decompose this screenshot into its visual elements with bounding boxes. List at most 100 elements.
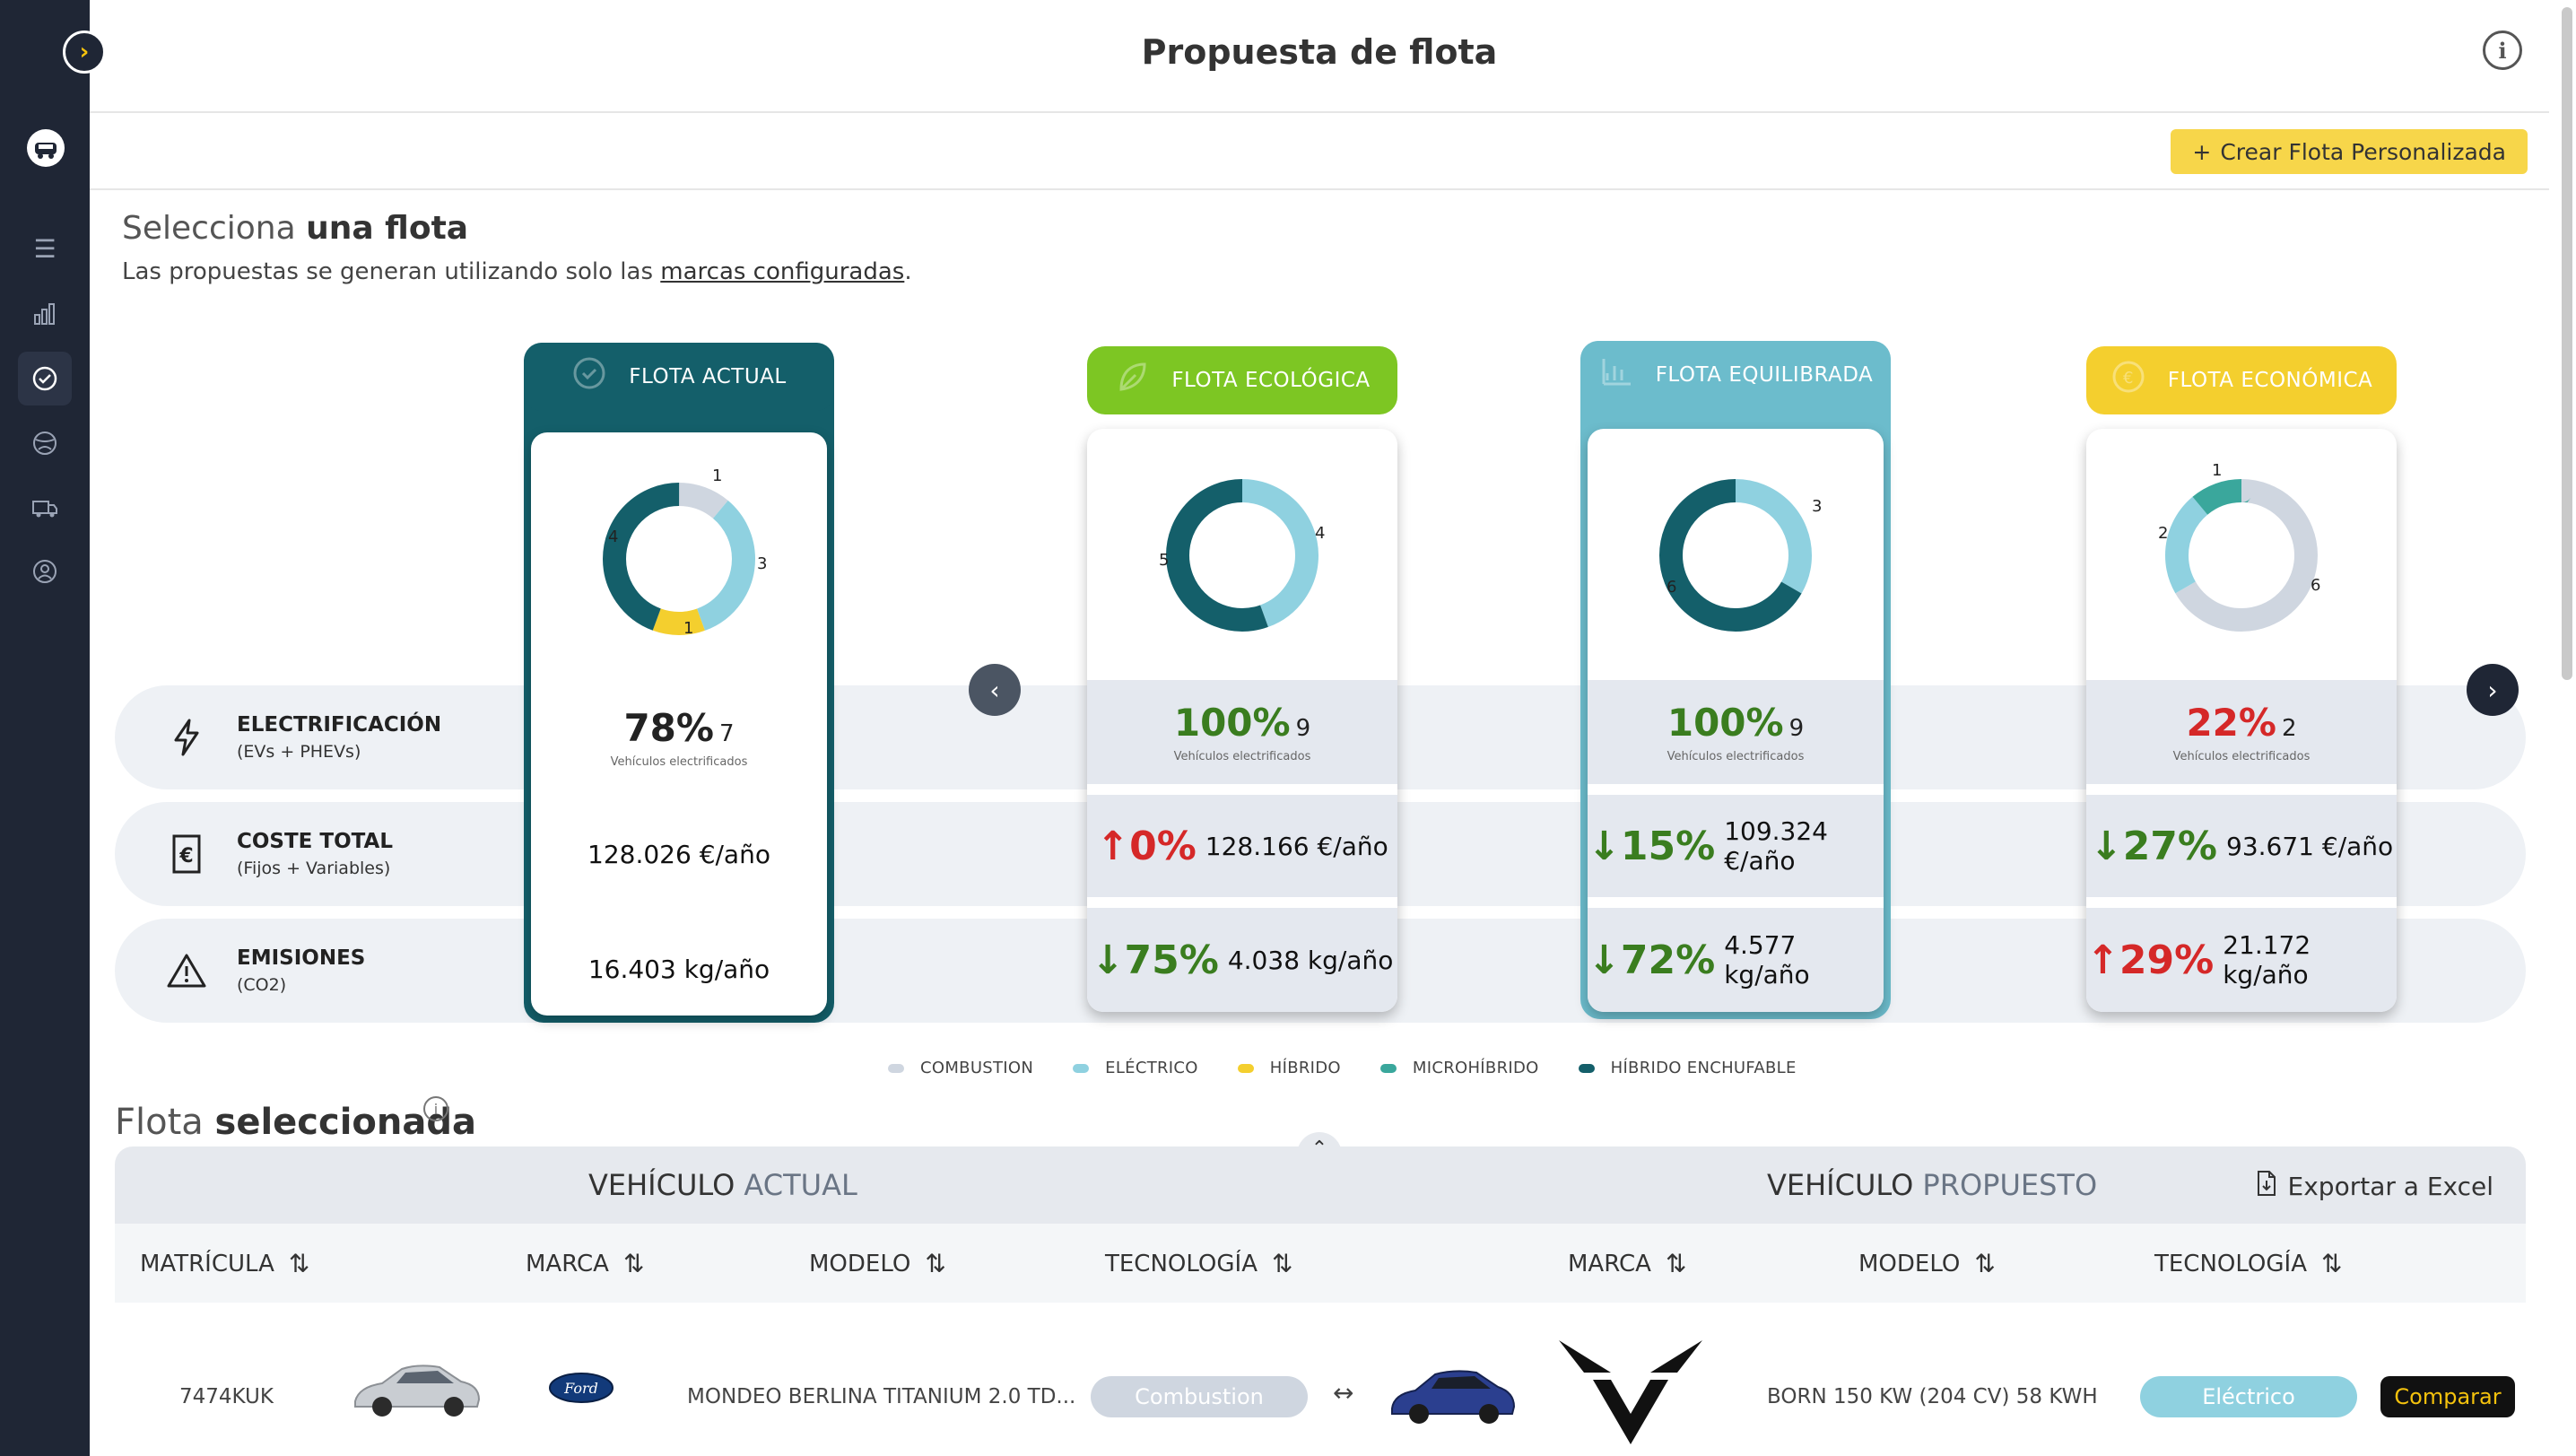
collapse-button[interactable]: ⌃: [1297, 1132, 1342, 1164]
sort-icon[interactable]: ⇅: [1665, 1249, 1687, 1278]
column-brand[interactable]: MARCA ⇅: [526, 1249, 644, 1278]
card-header: € FLOTA ECONÓMICA: [2086, 346, 2397, 414]
info-icon[interactable]: i: [423, 1096, 448, 1121]
emissions-change: ↓75%: [1092, 937, 1219, 983]
car-image-current: [346, 1355, 484, 1428]
card-header: FLOTA ECOLÓGICA: [1087, 346, 1397, 414]
cost-sub: (Fijos + Variables): [237, 859, 391, 878]
legend-label: ELÉCTRICO: [1105, 1059, 1198, 1077]
metric-label-cost: € COSTE TOTAL (Fijos + Variables): [115, 802, 527, 906]
chevron-right-icon: ›: [2487, 675, 2498, 705]
column-model[interactable]: MODELO ⇅: [809, 1249, 946, 1278]
cost-change: ↓27%: [2090, 824, 2217, 869]
column-label: MARCA: [1568, 1250, 1651, 1277]
legend-item: MICROHÍBRIDO: [1379, 1059, 1539, 1077]
arrow-up-icon: ↑: [2086, 937, 2119, 983]
fleet-card-actual[interactable]: FLOTA ACTUAL 1 3 1 4 78% 7 Veh: [524, 343, 834, 1023]
compare-button[interactable]: Comparar: [2380, 1376, 2515, 1417]
arrow-up-icon: ↑: [1096, 823, 1130, 869]
card-title: FLOTA ECONÓMICA: [2167, 369, 2373, 392]
list-icon[interactable]: ☰: [33, 233, 57, 264]
column-technology[interactable]: TECNOLOGÍA ⇅: [1105, 1249, 1292, 1278]
scrollbar[interactable]: [2562, 7, 2572, 680]
cost-change: ↓15%: [1588, 824, 1715, 869]
emissions-value: 21.172 kg/año: [2223, 930, 2311, 990]
cupra-logo: [1557, 1337, 1704, 1453]
current-header-light: VEHÍCULO: [588, 1168, 735, 1202]
donut-chart: 1 6 2: [2086, 429, 2397, 682]
subtitle-text: Las propuestas se generan utilizando sol…: [122, 258, 653, 285]
metric-label-emissions: EMISIONES (CO2): [115, 919, 527, 1023]
emissions-change: ↓72%: [1588, 937, 1715, 983]
elec-sub: Vehículos electrificados: [1667, 750, 1805, 763]
carousel-prev-button[interactable]: ‹: [969, 664, 1021, 716]
cost-label: COSTE TOTAL: [237, 830, 394, 853]
donut-label: 1: [712, 466, 723, 485]
column-new-model[interactable]: MODELO ⇅: [1858, 1249, 1996, 1278]
export-excel-button[interactable]: Exportar a Excel: [2256, 1170, 2493, 1203]
fleet-card-economica[interactable]: € FLOTA ECONÓMICA 1 6 2 22% 2 Vehículo: [2086, 346, 2397, 1014]
cost-pct: 0%: [1129, 823, 1197, 869]
bar-chart-icon[interactable]: [18, 287, 72, 341]
lightning-icon: [151, 718, 222, 757]
legend-label: MICROHÍBRIDO: [1412, 1059, 1539, 1077]
card-electrification: 100% 9 Vehículos electrificados: [1087, 680, 1397, 784]
arrow-down-icon: ↓: [1588, 823, 1621, 869]
elec-sub: Vehículos electrificados: [2172, 750, 2311, 763]
action-bar: + Crear Flota Personalizada: [90, 113, 2549, 190]
column-plate[interactable]: MATRÍCULA ⇅: [140, 1249, 309, 1278]
sidebar-toggle-button[interactable]: ›: [63, 31, 106, 74]
cost-value: 128.166 €/año: [1205, 831, 1388, 861]
brands-config-link[interactable]: marcas configuradas: [660, 258, 905, 285]
card-body: 4 5 100% 9 Vehículos electrificados ↑0% 12…: [1087, 429, 1397, 1012]
user-circle-icon[interactable]: [18, 545, 72, 598]
legend-label: COMBUSTION: [920, 1059, 1034, 1077]
cost-value: 93.671 €/año: [2226, 831, 2394, 861]
sort-icon[interactable]: ⇅: [622, 1249, 645, 1278]
truck-icon[interactable]: [18, 481, 72, 535]
donut-label: 1: [683, 619, 694, 638]
create-fleet-button[interactable]: + Crear Flota Personalizada: [2171, 129, 2528, 174]
column-label: MODELO: [809, 1250, 911, 1277]
donut-label: 2: [2158, 524, 2169, 543]
cost-value: 128.026 €/año: [587, 839, 770, 869]
info-button[interactable]: i: [2483, 31, 2522, 70]
table-row[interactable]: 7474KUK Ford MONDEO BERLINA TITANIUM 2.0…: [115, 1303, 2526, 1456]
card-emissions: ↓72% 4.577 kg/año: [1588, 908, 1884, 1012]
chevron-up-icon: ⌃: [1310, 1137, 1328, 1160]
bar-chart-icon: [1598, 353, 1634, 397]
new-model-cell: BORN 150 KW (204 CV) 58 KWH: [1767, 1385, 2098, 1408]
page-title: Propuesta de flota: [1141, 32, 1498, 72]
fleet-card-eco[interactable]: FLOTA ECOLÓGICA 4 5 100% 9 Vehículos elec…: [1087, 346, 1397, 1014]
sort-icon[interactable]: ⇅: [2321, 1249, 2343, 1278]
globe-icon[interactable]: [18, 416, 72, 470]
donut-label: 6: [2311, 576, 2321, 595]
sort-icon[interactable]: ⇅: [1974, 1249, 1996, 1278]
new-technology-badge: Eléctrico: [2140, 1376, 2357, 1417]
section-subtitle: Las propuestas se generan utilizando sol…: [122, 258, 912, 285]
donut-label: 4: [608, 527, 619, 546]
selected-fleet-title: Flota seleccionada: [115, 1102, 476, 1143]
plate-cell: 7474KUK: [179, 1385, 274, 1408]
swap-icon: ↔: [1333, 1378, 1354, 1408]
sort-icon[interactable]: ⇅: [1272, 1249, 1293, 1278]
column-new-brand[interactable]: MARCA ⇅: [1568, 1249, 1686, 1278]
donut-label: 4: [1315, 524, 1326, 543]
sort-icon[interactable]: ⇅: [288, 1249, 310, 1278]
fleet-card-equilibrada[interactable]: FLOTA EQUILIBRADA 3 6 100% 9 Vehículos el…: [1580, 341, 1891, 1019]
carousel-next-button[interactable]: ›: [2467, 664, 2519, 716]
model-cell: MONDEO BERLINA TITANIUM 2.0 TD...: [687, 1385, 1076, 1408]
subtitle-period: .: [904, 258, 912, 285]
column-new-technology[interactable]: TECNOLOGÍA ⇅: [2154, 1249, 2342, 1278]
sort-icon[interactable]: ⇅: [925, 1249, 946, 1278]
check-circle-icon[interactable]: [18, 352, 72, 405]
elec-pct: 78%: [623, 706, 714, 750]
donut-svg: [1659, 479, 1812, 632]
donut-label: 3: [1812, 497, 1823, 516]
elec-pct: 100%: [1667, 701, 1784, 745]
shield-check-icon: [571, 355, 607, 399]
donut-label: 5: [1159, 551, 1170, 570]
legend-label: HÍBRIDO: [1269, 1059, 1341, 1077]
emissions-sub: (CO2): [237, 975, 287, 995]
